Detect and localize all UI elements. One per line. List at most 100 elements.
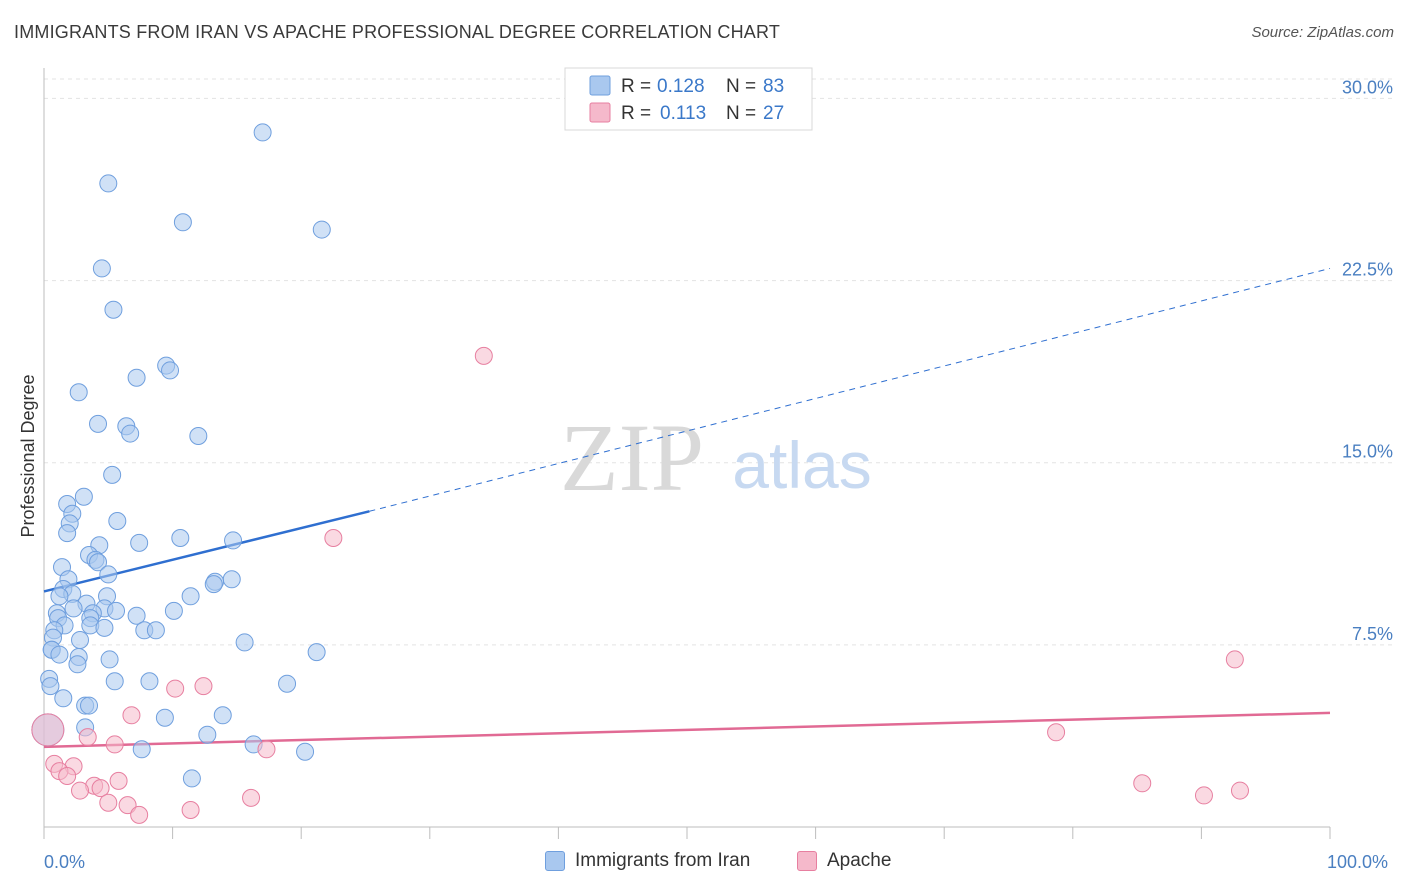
data-point-iran	[222, 570, 241, 589]
y-tick-labels: 7.5% 15.0% 22.5% 30.0%	[1342, 77, 1393, 643]
data-point-iran	[235, 633, 254, 652]
y-tick-label: 30.0%	[1342, 77, 1393, 97]
data-point-iran	[130, 533, 149, 552]
stats-n-value: 27	[763, 103, 784, 124]
watermark-zip: ZIP	[560, 404, 704, 511]
data-point-iran	[182, 769, 201, 788]
data-point-iran	[50, 645, 69, 664]
axes	[43, 68, 1331, 839]
stats-swatch-iran	[589, 75, 611, 96]
data-point-apache	[91, 779, 110, 798]
y-tick-label: 7.5%	[1352, 624, 1393, 644]
data-point-apache	[194, 677, 213, 696]
data-point-apache	[1194, 786, 1213, 805]
data-point-apache	[58, 767, 77, 785]
data-point-iran	[100, 650, 119, 669]
data-point-apache	[242, 788, 261, 807]
data-point-apache	[109, 771, 128, 790]
data-point-apache	[78, 728, 97, 747]
data-point-iran	[95, 618, 114, 637]
data-point-iran	[140, 672, 159, 691]
data-point-iran	[71, 631, 90, 649]
data-point-iran	[80, 696, 99, 715]
trend-line-solid	[43, 510, 370, 593]
data-point-iran	[312, 220, 331, 239]
stats-r-value: 0.113	[660, 103, 706, 124]
data-point-apache	[1225, 650, 1244, 669]
x-axis-max-label: 100.0%	[1327, 852, 1389, 872]
data-point-iran	[181, 587, 200, 606]
data-point-iran	[89, 553, 108, 572]
data-point-apache	[1047, 723, 1066, 742]
data-point-apache	[324, 529, 343, 547]
legend-label-apache: Apache	[827, 850, 892, 871]
data-point-iran	[213, 706, 232, 725]
stats-n-label: N =	[726, 103, 756, 124]
data-point-iran	[171, 529, 190, 547]
data-point-iran	[173, 213, 192, 232]
data-point-iran	[296, 742, 315, 761]
data-point-iran	[164, 601, 183, 620]
data-point-iran	[198, 725, 217, 744]
data-point-apache	[99, 793, 118, 812]
data-point-iran	[278, 674, 297, 693]
data-point-iran	[307, 643, 326, 662]
data-point-apache	[71, 781, 90, 800]
y-tick-label: 22.5%	[1342, 260, 1393, 280]
data-point-apache	[166, 679, 185, 698]
data-point-iran	[50, 587, 69, 606]
y-axis-label: Professional Degree	[18, 374, 38, 537]
data-point-iran	[155, 708, 174, 727]
data-point-iran	[74, 487, 93, 506]
y-tick-label: 15.0%	[1342, 442, 1393, 462]
data-point-apache	[474, 346, 493, 365]
data-point-iran	[58, 524, 77, 543]
data-point-apache	[257, 740, 276, 759]
data-point-apache	[122, 706, 141, 725]
data-point-iran	[92, 259, 111, 278]
trend-line-dashed	[369, 267, 1331, 512]
data-point-iran	[105, 672, 124, 691]
data-point-iran	[103, 465, 122, 484]
stats-r-label: R =	[621, 76, 651, 97]
data-point-iran	[107, 601, 126, 620]
data-point-iran	[41, 677, 60, 696]
data-point-iran	[68, 655, 87, 674]
watermark: ZIP atlas	[560, 404, 872, 511]
data-points	[31, 123, 1249, 824]
data-point-iran	[204, 575, 223, 594]
data-point-iran	[132, 740, 151, 759]
data-point-apache	[1230, 781, 1249, 800]
data-point-iran	[146, 621, 165, 640]
gridlines	[44, 78, 1392, 646]
stats-n-value: 83	[763, 76, 784, 97]
data-point-apache	[130, 805, 149, 824]
data-point-iran	[99, 565, 118, 584]
source-label: Source: ZipAtlas.com	[1251, 24, 1394, 41]
legend-label-iran: Immigrants from Iran	[575, 850, 751, 871]
data-point-apache	[31, 713, 65, 747]
trend-line-solid	[43, 711, 1331, 749]
data-point-iran	[253, 123, 272, 142]
stats-swatch-apache	[589, 102, 611, 123]
data-point-iran	[69, 383, 88, 402]
watermark-atlas: atlas	[732, 428, 871, 502]
data-point-apache	[181, 801, 200, 819]
data-point-apache	[118, 796, 137, 815]
data-point-iran	[189, 427, 208, 445]
data-point-iran	[127, 368, 146, 387]
chart-title: IMMIGRANTS FROM IRAN VS APACHE PROFESSIO…	[14, 22, 781, 42]
legend-swatch-apache	[797, 851, 817, 871]
data-point-iran	[121, 424, 140, 443]
legend-item-apache: Apache	[797, 850, 891, 872]
data-point-iran	[224, 531, 243, 550]
stats-r-label: R =	[621, 103, 651, 124]
data-point-iran	[99, 174, 118, 193]
stats-r-value: 0.128	[657, 76, 705, 97]
bottom-legend: Immigrants from Iran Apache	[0, 850, 1406, 880]
data-point-iran	[54, 689, 73, 708]
data-point-apache	[1133, 774, 1152, 793]
legend-swatch-iran	[545, 851, 565, 871]
data-point-iran	[127, 606, 146, 625]
